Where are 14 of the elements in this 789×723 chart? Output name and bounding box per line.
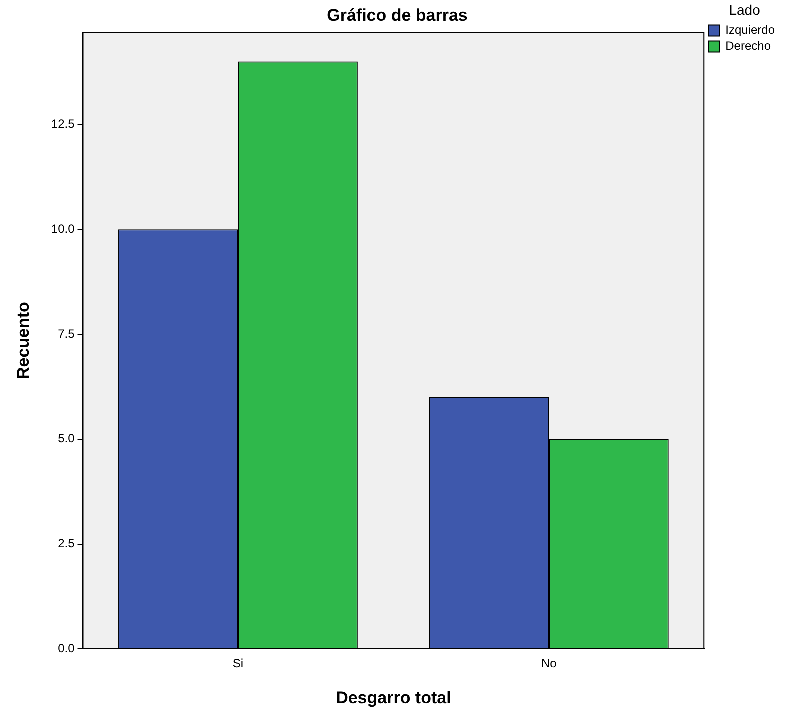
- y-tick-label: 5.0: [58, 432, 76, 446]
- chart-title: Gráfico de barras: [327, 6, 468, 25]
- y-axis-title: Recuento: [14, 302, 33, 380]
- y-tick-label: 7.5: [58, 326, 76, 341]
- legend-label: Derecho: [726, 39, 772, 54]
- legend-label: Izquierdo: [726, 23, 776, 38]
- y-tick-label: 0.0: [58, 642, 76, 656]
- y-tick-label: 2.5: [58, 536, 76, 551]
- y-tick-label: 10.0: [51, 222, 76, 236]
- y-tick-label: 12.5: [51, 117, 76, 132]
- x-tick-label: No: [541, 656, 558, 671]
- x-axis-title: Desgarro total: [336, 688, 452, 708]
- legend-title: Lado: [729, 2, 761, 18]
- x-tick-label: Si: [232, 656, 244, 671]
